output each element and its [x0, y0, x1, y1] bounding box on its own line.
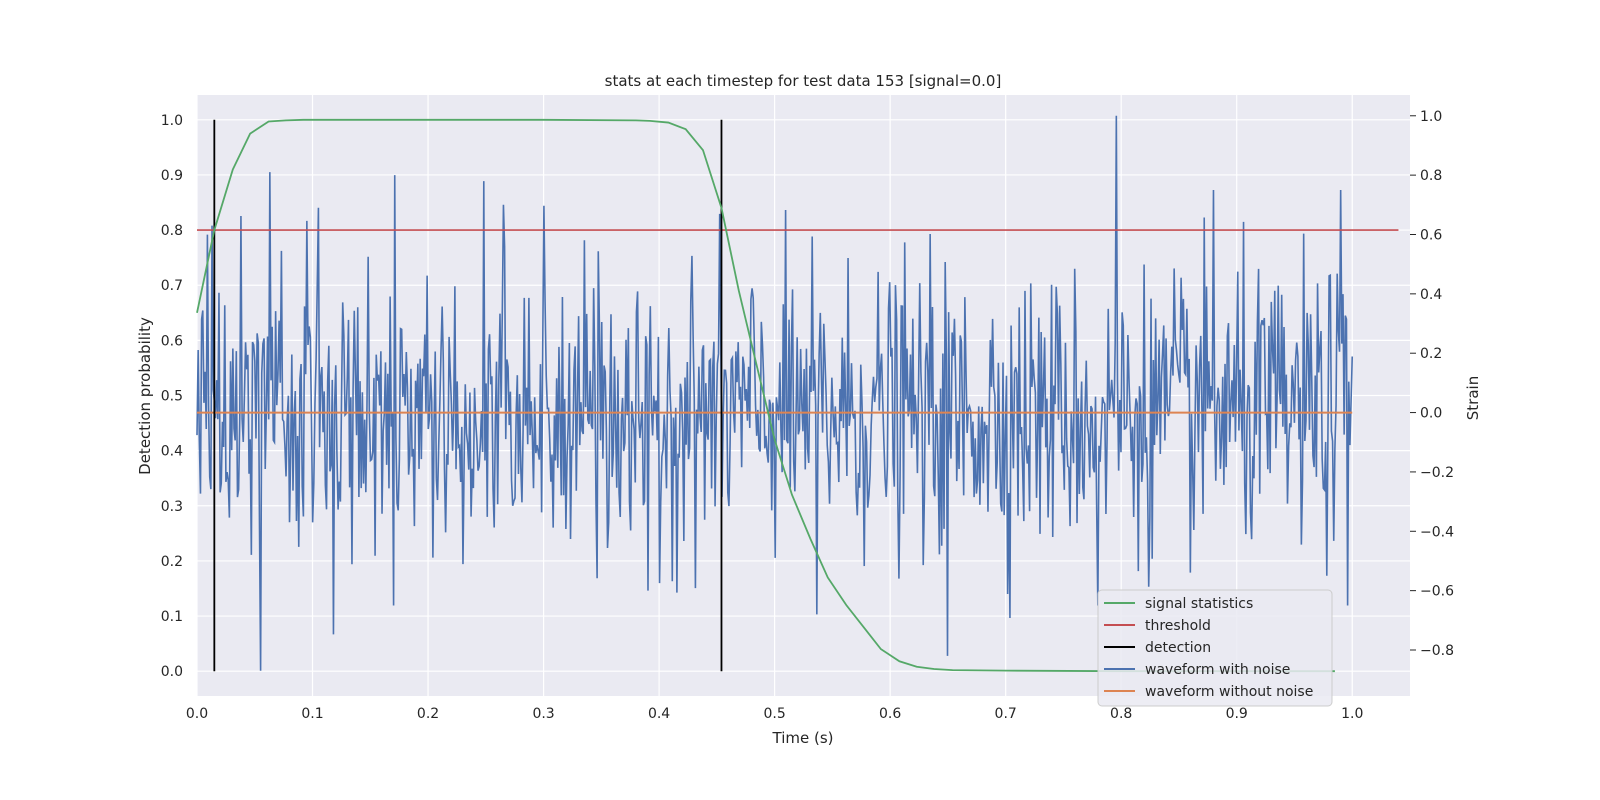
y2-tick-label: −0.8: [1420, 643, 1454, 659]
x-tick-label: 0.3: [532, 706, 554, 722]
legend: signal statistics threshold detection wa…: [1097, 589, 1333, 707]
x-tick-label: 0.8: [1110, 706, 1132, 722]
chart-title: stats at each timestep for test data 153…: [605, 72, 1002, 90]
x-tick-label: 0.0: [186, 706, 208, 722]
y-tick-label: 0.2: [161, 554, 183, 570]
y2-tick-label: −0.2: [1420, 465, 1454, 481]
series-waveform-with-noise: [196, 115, 1354, 671]
x-tick-label: 0.5: [763, 706, 785, 722]
legend-waveform-with-noise: waveform with noise: [1145, 662, 1290, 678]
y-tick-label: 0.5: [161, 389, 183, 405]
y-tick-label: 0.1: [161, 609, 183, 625]
y2-tick-label: 0.8: [1420, 168, 1442, 184]
y-tick-label: 0.0: [161, 664, 183, 680]
y-tick-label: 1.0: [161, 113, 183, 129]
y2-tick-label: 1.0: [1420, 109, 1442, 125]
x-axis-label: Time (s): [772, 729, 834, 747]
y-axis-label: Detection probability: [136, 317, 154, 475]
y2-tick-label: 0.2: [1420, 346, 1442, 362]
y2-tick-label: 0.0: [1420, 406, 1442, 422]
x-tick-label: 0.4: [648, 706, 670, 722]
y2-tick-label: −0.4: [1420, 524, 1454, 540]
legend-detection: detection: [1145, 640, 1211, 656]
y2-axis-label: Strain: [1464, 376, 1482, 420]
x-tick-label: 0.6: [879, 706, 901, 722]
x-tick-label: 0.2: [417, 706, 439, 722]
y-tick-label: 0.9: [161, 168, 183, 184]
y2-tick-label: −0.6: [1420, 584, 1454, 600]
x-tick-label: 1.0: [1341, 706, 1363, 722]
y-tick-label: 0.6: [161, 333, 183, 349]
series-layer: [196, 115, 1399, 673]
y2-tick-label: 0.6: [1420, 227, 1442, 243]
legend-signal-statistics: signal statistics: [1145, 596, 1253, 612]
y-tick-label: 0.4: [161, 444, 183, 460]
y-tick-label: 0.3: [161, 499, 183, 515]
ticks-layer: 0.0 0.1 0.2 0.3 0.4 0.5 0.6 0.7 0.8 0.9 1.0 0.0 0.1 0…: [161, 109, 1454, 722]
y2-tick-label: 0.4: [1420, 287, 1442, 303]
legend-box: [1097, 589, 1333, 707]
x-tick-label: 0.1: [301, 706, 323, 722]
series-signal-statistics: [196, 118, 1335, 673]
legend-threshold: threshold: [1145, 618, 1211, 634]
x-tick-label: 0.7: [995, 706, 1017, 722]
x-tick-label: 0.9: [1226, 706, 1248, 722]
y-tick-label: 0.7: [161, 278, 183, 294]
legend-waveform-without-noise: waveform without noise: [1145, 684, 1313, 700]
y-tick-label: 0.8: [161, 223, 183, 239]
